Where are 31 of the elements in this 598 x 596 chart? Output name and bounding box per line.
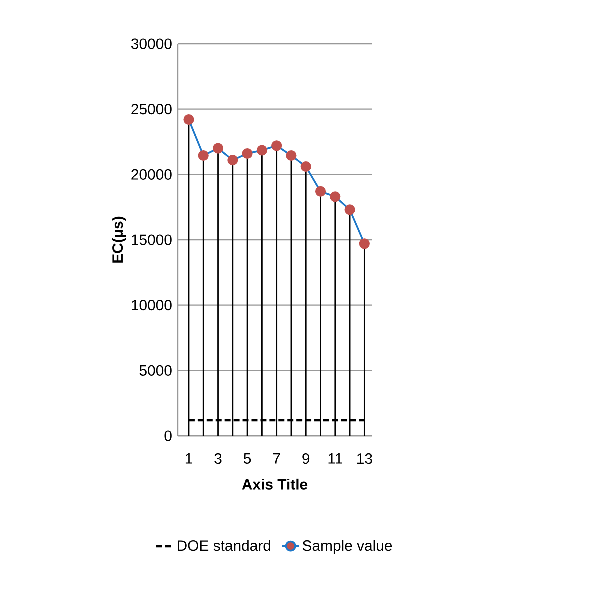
y-tick-label: 0	[164, 430, 172, 442]
point	[359, 238, 370, 250]
x-tick-label: 11	[328, 454, 342, 464]
x-tick-label: 13	[358, 454, 372, 464]
y-tick-label: 30000	[131, 38, 172, 50]
y-axis-title: EC(µs)	[112, 216, 126, 263]
point	[315, 186, 326, 197]
y-tick-label: 25000	[132, 104, 172, 115]
legend-label: Sample value	[302, 540, 392, 554]
point	[286, 150, 297, 161]
point	[198, 150, 209, 161]
point	[184, 114, 194, 126]
y-tick-label: 20000	[132, 169, 172, 180]
y-tick-label: 5000	[140, 365, 172, 376]
point	[256, 145, 268, 156]
point	[242, 148, 253, 160]
point	[330, 192, 341, 202]
point	[300, 162, 312, 172]
point	[344, 204, 356, 216]
x-tick-label: 1	[186, 454, 192, 464]
point	[272, 140, 282, 152]
legend-label: DOE standard	[178, 540, 271, 552]
y-tick-label: 15000	[132, 234, 172, 246]
x-axis-title: Axis Title	[242, 478, 308, 490]
point	[228, 155, 238, 166]
y-tick-label: 10000	[132, 300, 172, 311]
point	[212, 143, 224, 154]
x-tick-label: 7	[273, 454, 280, 464]
x-tick-label: 9	[302, 454, 310, 464]
x-tick-label: 3	[214, 454, 222, 464]
x-tick-label: 5	[244, 454, 252, 464]
